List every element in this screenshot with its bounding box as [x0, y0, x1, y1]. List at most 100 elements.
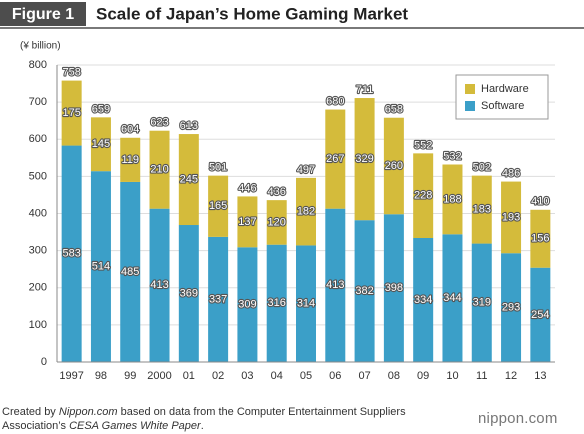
bar-segment [266, 200, 287, 245]
bar-segment [501, 181, 522, 254]
source-text: based on data from the Computer Entertai… [2, 406, 406, 432]
value-label: 120 [268, 216, 286, 228]
bar-segment [442, 234, 463, 362]
value-label: 316 [268, 297, 286, 309]
x-tick-label: 98 [95, 370, 107, 382]
x-tick-label: 99 [124, 370, 136, 382]
legend-swatch [465, 84, 475, 94]
total-label: 486 [502, 167, 520, 179]
source-text: . [200, 420, 204, 432]
value-label: 344 [443, 292, 461, 304]
value-label: 514 [92, 260, 110, 272]
x-tick-label: 07 [358, 370, 370, 382]
bar-segment [471, 243, 492, 362]
x-tick-label: 02 [212, 370, 224, 382]
y-tick-label: 0 [41, 356, 47, 368]
total-label: 604 [121, 124, 139, 136]
x-tick-label: 05 [300, 370, 312, 382]
logo: nippon.com [478, 410, 558, 427]
bar-segment [208, 175, 229, 237]
y-axis-label: (¥ billion) [20, 41, 61, 52]
x-tick-label: 10 [446, 370, 458, 382]
value-label: 245 [180, 173, 198, 185]
value-label: 334 [414, 294, 432, 306]
total-label: 658 [385, 104, 403, 116]
bar-segment [120, 181, 141, 362]
y-tick-label: 100 [29, 319, 47, 331]
value-label: 413 [326, 279, 344, 291]
bar-segment [266, 244, 287, 362]
value-label: 398 [385, 282, 403, 294]
x-tick-label: 2000 [147, 370, 171, 382]
bar-segment [90, 171, 111, 362]
x-tick-label: 1997 [59, 370, 83, 382]
value-label: 165 [209, 200, 227, 212]
value-label: 329 [355, 153, 373, 165]
bar-segment [413, 153, 434, 239]
bar-segment [354, 98, 375, 221]
value-label: 137 [238, 216, 256, 228]
x-tick-label: 08 [388, 370, 400, 382]
x-tick-label: 01 [183, 370, 195, 382]
total-label: 436 [268, 186, 286, 198]
bar-segment [383, 214, 404, 362]
total-label: 758 [62, 66, 80, 78]
bar-segment [149, 130, 170, 209]
y-tick-label: 400 [29, 207, 47, 219]
total-label: 680 [326, 95, 344, 107]
value-label: 145 [92, 138, 110, 150]
figure-label: Figure 1 [12, 6, 74, 23]
x-tick-label: 03 [241, 370, 253, 382]
value-label: 309 [238, 299, 256, 311]
value-label: 314 [297, 298, 315, 310]
y-tick-label: 500 [29, 170, 47, 182]
y-tick-label: 200 [29, 282, 47, 294]
bar-segment [442, 164, 463, 235]
x-tick-label: 12 [505, 370, 517, 382]
value-label: 293 [502, 302, 520, 314]
value-label: 382 [355, 285, 373, 297]
value-label: 175 [62, 107, 80, 119]
bar-segment [530, 209, 551, 268]
total-label: 623 [150, 117, 168, 129]
value-label: 254 [531, 309, 549, 321]
bar-segment [237, 247, 258, 362]
bar-segment [90, 117, 111, 172]
bar-segment [61, 145, 82, 362]
bar-segment [237, 196, 258, 248]
y-tick-label: 600 [29, 133, 47, 145]
value-label: 183 [473, 204, 491, 216]
value-label: 369 [180, 287, 198, 299]
bar-segment [149, 208, 170, 362]
value-label: 188 [443, 193, 461, 205]
source-text: CESA Games White Paper [69, 420, 201, 432]
value-label: 260 [385, 160, 403, 172]
value-label: 413 [150, 279, 168, 291]
value-label: 485 [121, 266, 139, 278]
value-label: 193 [502, 211, 520, 223]
total-label: 532 [443, 150, 461, 162]
value-label: 119 [121, 154, 139, 166]
total-label: 613 [180, 120, 198, 132]
bar-segment [471, 175, 492, 244]
bar-segment [296, 177, 316, 246]
bar-segment [325, 208, 346, 362]
x-tick-label: 04 [271, 370, 283, 382]
value-label: 156 [531, 233, 549, 245]
bar-segment [178, 134, 199, 226]
bar-segment [120, 137, 141, 182]
total-label: 502 [473, 162, 491, 174]
total-label: 410 [531, 196, 549, 208]
value-label: 319 [473, 297, 491, 309]
bar-segment [530, 267, 551, 362]
legend-swatch [465, 101, 475, 111]
bar-segment [208, 236, 229, 362]
total-label: 501 [209, 162, 227, 174]
total-label: 446 [238, 182, 256, 194]
bar-segment [61, 80, 82, 146]
y-tick-label: 300 [29, 245, 47, 257]
legend-label: Software [481, 100, 524, 112]
legend-box [455, 74, 549, 120]
chart: Figure 1 Scale of Japan’s Home Gaming Ma… [0, 2, 584, 382]
